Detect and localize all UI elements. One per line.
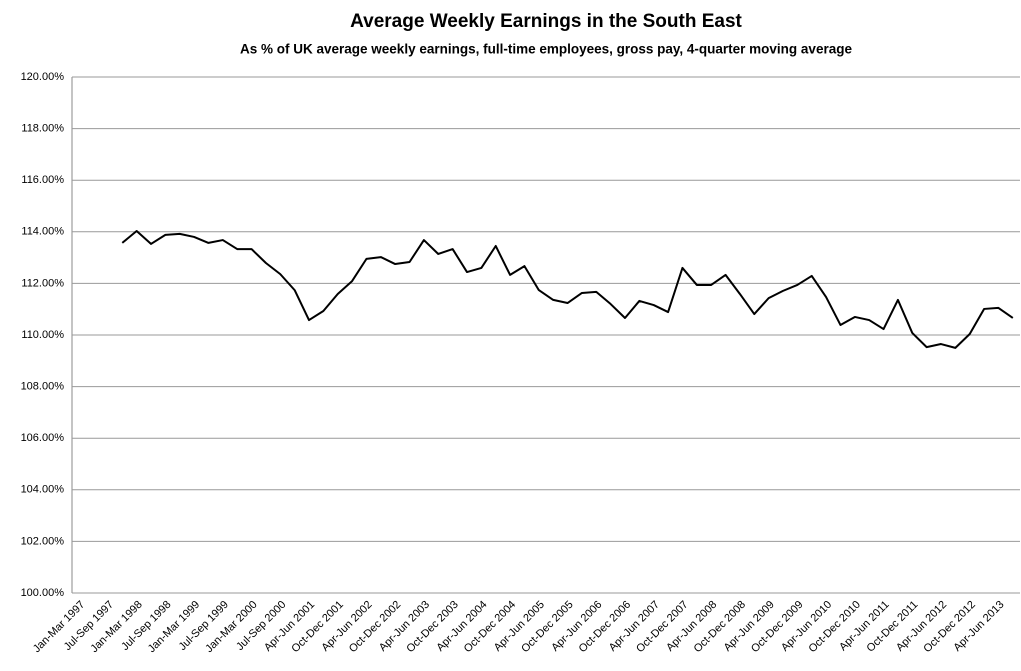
y-tick-label: 118.00% bbox=[21, 123, 64, 135]
y-tick-label: 110.00% bbox=[21, 329, 64, 341]
y-tick-label: 104.00% bbox=[21, 484, 65, 496]
data-line bbox=[121, 230, 1014, 349]
y-tick-label: 120.00% bbox=[21, 71, 65, 83]
y-tick-label: 102.00% bbox=[21, 535, 65, 547]
y-tick-label: 116.00% bbox=[21, 174, 64, 186]
chart-title: Average Weekly Earnings in the South Eas… bbox=[350, 11, 742, 32]
y-tick-label: 112.00% bbox=[21, 277, 64, 289]
y-tick-label: 106.00% bbox=[21, 432, 65, 444]
y-tick-label: 100.00% bbox=[21, 587, 65, 599]
y-tick-label: 114.00% bbox=[21, 226, 64, 238]
y-tick-label: 108.00% bbox=[21, 381, 65, 393]
chart-subtitle: As % of UK average weekly earnings, full… bbox=[240, 42, 852, 57]
x-tick-label: Apr-Jun 2013 bbox=[951, 599, 1006, 654]
